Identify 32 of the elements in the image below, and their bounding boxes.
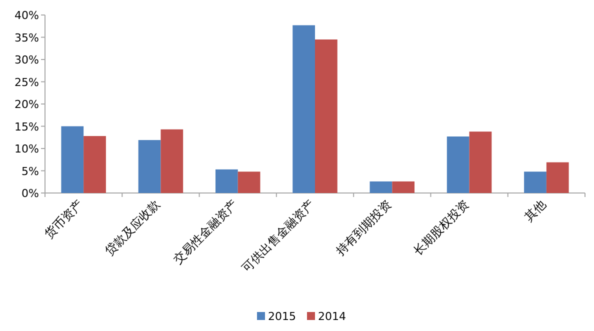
x-tick-label: 货币资产 [42,197,86,242]
bar [446,136,470,193]
y-tick-label: 10% [14,142,39,156]
bar [61,126,84,193]
bar [370,181,392,193]
x-tick-label: 可供出售金融资产 [239,197,318,276]
x-tick-label: 长期股权投资 [410,197,472,258]
bar [138,140,161,193]
bar [160,129,184,193]
legend-label: 2015 [268,310,296,323]
y-tick-label: 35% [14,31,39,44]
x-tick-label: 贷款及应收款 [102,197,163,258]
bar [469,132,492,193]
bar [292,25,315,193]
bar [315,39,338,193]
bar [215,169,238,193]
bar [238,172,260,193]
bar [84,136,106,193]
x-tick-label: 交易性金融资产 [170,197,240,267]
y-tick-label: 0% [22,187,39,200]
y-tick-label: 5% [22,164,39,178]
y-tick-label: 25% [14,76,39,89]
x-tick-label: 其他 [522,197,549,224]
bar [546,162,569,193]
y-tick-label: 15% [14,120,39,134]
legend-label: 2014 [318,310,346,323]
y-tick-label: 30% [14,54,39,66]
bar [392,181,415,193]
y-tick-label: 40% [14,9,39,22]
y-tick-label: 20% [14,98,39,111]
x-tick-label: 持有到期投资 [333,197,394,258]
bar [524,172,546,193]
